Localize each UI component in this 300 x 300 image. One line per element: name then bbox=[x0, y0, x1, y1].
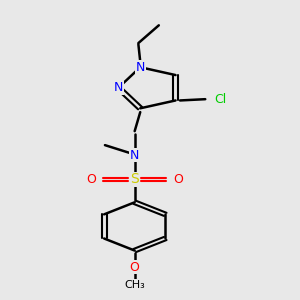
Text: N: N bbox=[136, 61, 145, 74]
Text: CH₃: CH₃ bbox=[124, 280, 145, 290]
Text: O: O bbox=[174, 173, 183, 186]
Text: S: S bbox=[130, 172, 139, 186]
Text: Cl: Cl bbox=[214, 93, 226, 106]
Text: N: N bbox=[130, 149, 140, 162]
Text: N: N bbox=[114, 81, 123, 94]
Text: O: O bbox=[86, 173, 96, 186]
Text: O: O bbox=[130, 261, 140, 274]
